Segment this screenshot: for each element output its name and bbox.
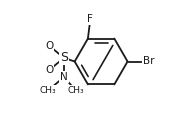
Text: O: O <box>45 41 54 51</box>
Text: CH₃: CH₃ <box>68 86 84 95</box>
Text: F: F <box>87 14 93 24</box>
Text: CH₃: CH₃ <box>40 86 57 95</box>
Text: N: N <box>60 72 68 82</box>
Text: S: S <box>60 51 68 64</box>
Text: O: O <box>45 65 54 75</box>
Text: Br: Br <box>143 56 155 67</box>
